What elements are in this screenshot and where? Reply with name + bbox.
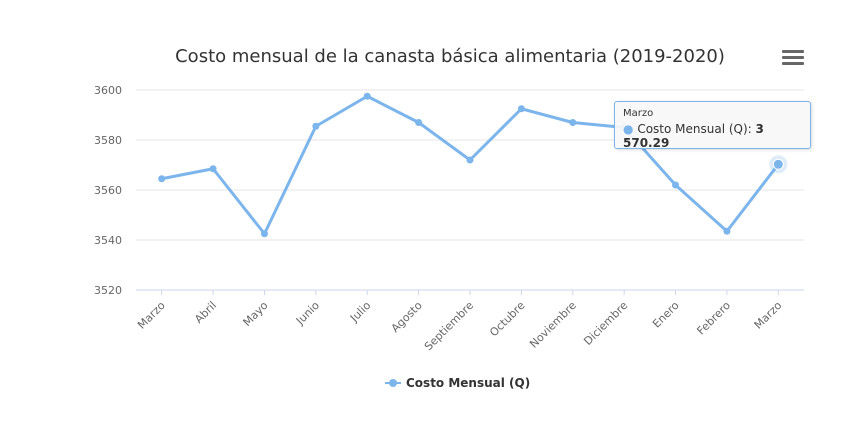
x-tick-label: Diciembre <box>581 299 630 348</box>
x-tick-label: Junio <box>293 299 322 328</box>
x-tick-label: Febrero <box>694 299 733 338</box>
x-tick-label: Mayo <box>241 299 271 329</box>
data-point <box>260 230 268 238</box>
x-axis-ticks: Marzo Abril Mayo Junio Julio AgostoSeptiembre… <box>135 290 785 353</box>
data-point <box>312 122 320 130</box>
data-point <box>772 158 784 170</box>
legend[interactable]: Costo Mensual (Q) <box>385 376 530 390</box>
x-tick-label: Octubre <box>487 299 527 339</box>
x-tick-label: Noviembre <box>527 299 579 351</box>
hamburger-menu-icon[interactable] <box>782 50 804 70</box>
x-tick-label: Marzo <box>752 299 785 332</box>
chart-title: Costo mensual de la canasta básica alime… <box>175 46 725 67</box>
x-tick-label: Agosto <box>389 299 425 335</box>
data-point <box>209 165 217 173</box>
y-axis-ticks: 3520 3540 3560 3580 3600 <box>94 84 122 297</box>
y-tick-label: 3580 <box>94 134 122 147</box>
y-tick-label: 3560 <box>94 184 122 197</box>
y-tick-label: 3540 <box>94 234 122 247</box>
data-point <box>569 119 577 126</box>
data-point <box>723 227 731 235</box>
legend-marker <box>389 379 397 387</box>
data-point <box>672 181 680 189</box>
data-point <box>363 92 371 100</box>
tooltip-header: Marzo <box>623 108 654 119</box>
x-tick-label: Enero <box>650 299 682 331</box>
x-tick-label: Marzo <box>135 299 168 332</box>
x-tick-label: Abril <box>192 299 219 326</box>
x-tick-label: Julio <box>347 299 373 325</box>
y-tick-label: 3520 <box>94 284 122 297</box>
data-point <box>415 119 423 126</box>
tooltip-value: 3 570.29 <box>623 122 764 150</box>
legend-label: Costo Mensual (Q) <box>406 376 530 390</box>
tooltip: Marzo ● Costo Mensual (Q): 3 570.29 <box>614 101 811 150</box>
tooltip-series-label: Costo Mensual (Q): <box>637 122 752 136</box>
series-costo-mensual <box>158 92 788 238</box>
y-tick-label: 3600 <box>94 84 122 97</box>
data-point <box>466 156 474 164</box>
x-tick-label: Septiembre <box>422 299 476 353</box>
tooltip-series-dot: ● <box>623 122 634 136</box>
data-point <box>158 175 166 183</box>
data-point <box>517 105 525 113</box>
